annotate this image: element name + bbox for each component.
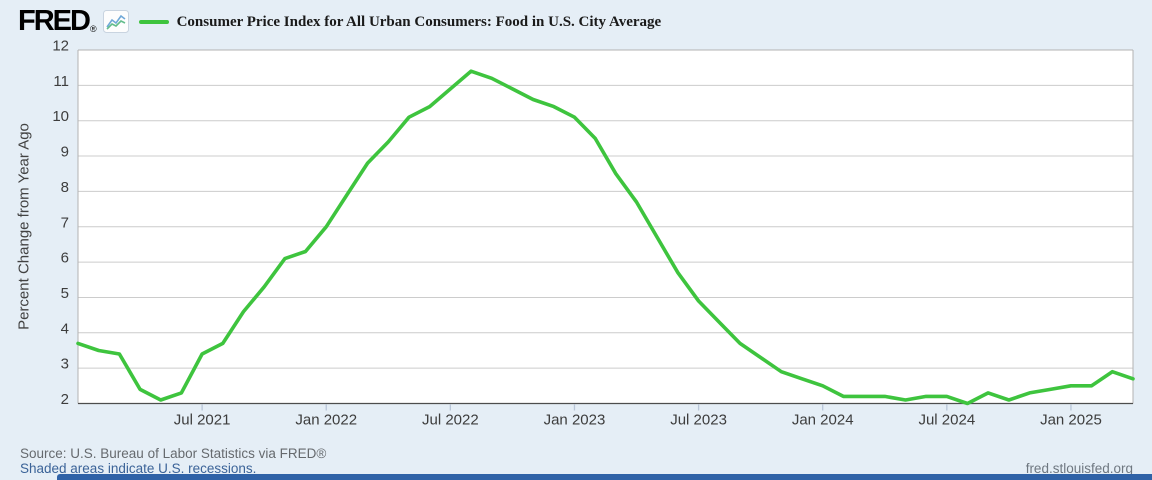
y-axis-label: 8 [61, 179, 69, 196]
y-axis-label: 5 [61, 285, 69, 302]
x-axis-label: Jul 2024 [918, 412, 975, 429]
series-title: Consumer Price Index for All Urban Consu… [176, 13, 662, 30]
x-axis-label: Jan 2024 [792, 412, 854, 429]
y-axis-label: 9 [61, 144, 69, 161]
fred-logo[interactable]: FRED ® [18, 5, 97, 37]
y-axis-label: 10 [52, 108, 69, 125]
fred-logo-text: FRED [18, 5, 91, 37]
y-axis-label: 7 [61, 214, 69, 231]
y-axis-label: 12 [52, 38, 69, 55]
x-axis-label: Jan 2022 [295, 412, 357, 429]
recessions-link[interactable]: Shaded areas indicate U.S. recessions. [20, 461, 257, 476]
chart-header: FRED ® Consumer Price Index for All Urba… [18, 6, 661, 36]
site-link[interactable]: fred.stlouisfed.org [1025, 461, 1133, 476]
fred-chart-icon [102, 9, 129, 33]
x-axis-label: Jul 2021 [174, 412, 231, 429]
x-axis-label: Jul 2022 [422, 412, 479, 429]
x-axis-label: Jul 2023 [670, 412, 727, 429]
y-axis-label: 2 [61, 391, 69, 408]
y-axis-label: 6 [61, 250, 69, 267]
y-axis-label: 4 [61, 320, 69, 337]
x-axis-label: Jan 2025 [1040, 412, 1102, 429]
x-axis-label: Jan 2023 [544, 412, 606, 429]
source-text: Source: U.S. Bureau of Labor Statistics … [20, 446, 327, 461]
footer-bar [57, 474, 1152, 480]
y-axis-label: 3 [61, 356, 69, 373]
registered-mark: ® [89, 24, 97, 34]
series-line[interactable] [76, 69, 1135, 406]
legend-swatch [138, 20, 169, 24]
y-axis-label: 11 [53, 73, 69, 90]
